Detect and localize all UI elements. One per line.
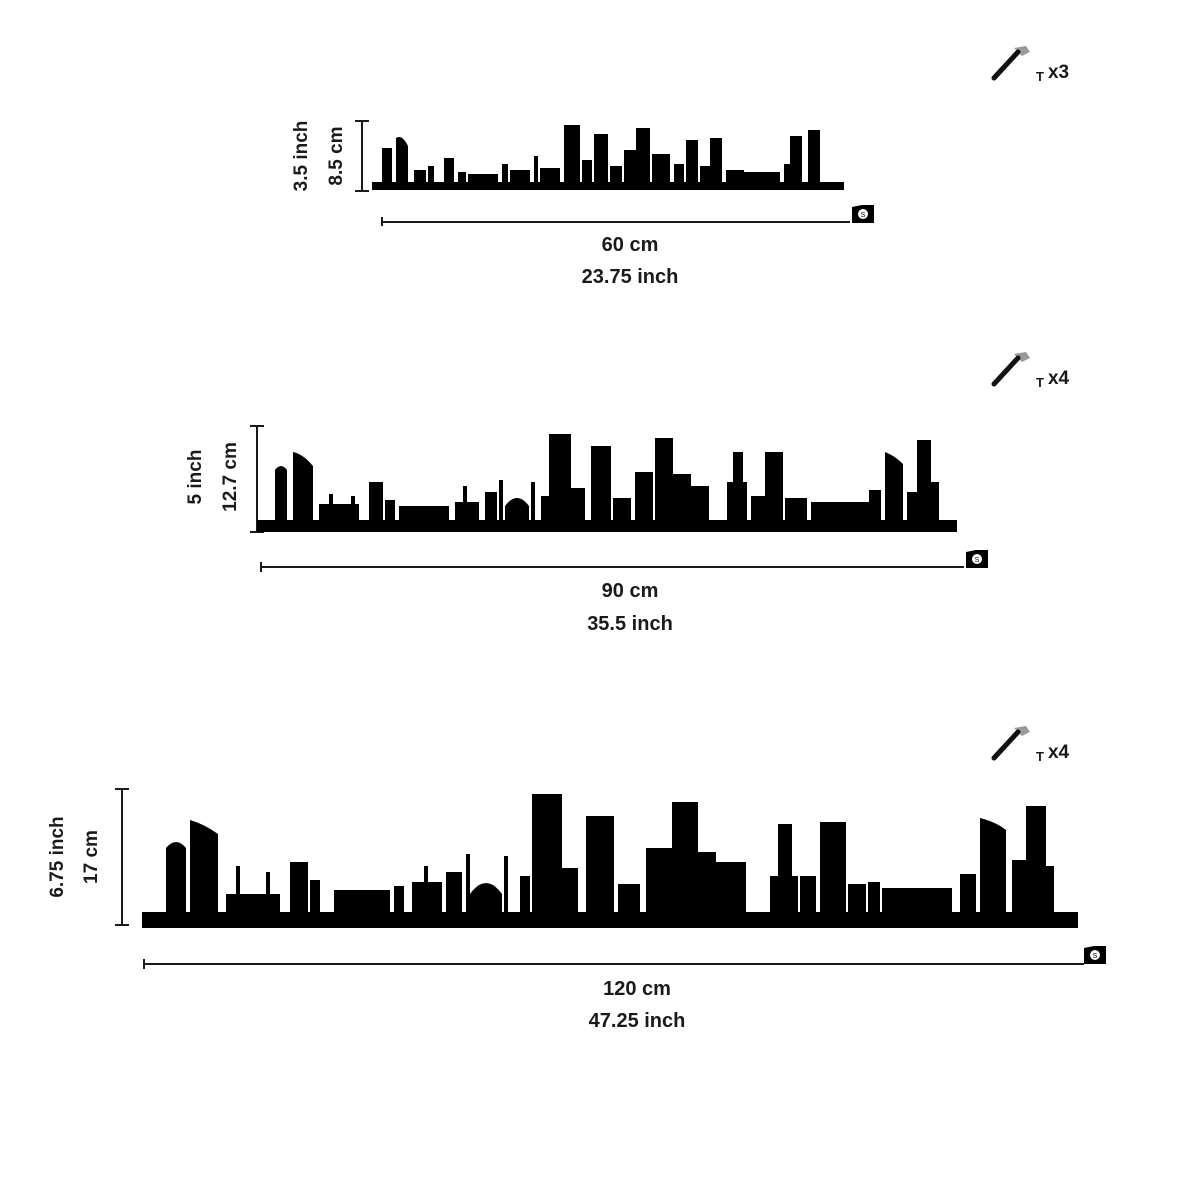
width-measure: [260, 562, 964, 572]
nail-icon: T: [1036, 69, 1044, 84]
variant-small: T x3 3.5 inch 8.5 cm: [0, 0, 1200, 320]
width-inch-label: 47.25 inch: [588, 1010, 686, 1032]
height-inch-label: 6.75 inch: [47, 816, 68, 898]
hardware-count: x3: [1047, 62, 1070, 83]
width-inch-label: 35.5 inch: [587, 613, 673, 635]
hardware-count: x4: [1047, 742, 1070, 763]
height-inch-label: 5 inch: [185, 449, 206, 505]
height-bracket: [355, 120, 369, 192]
height-cm-label: 8.5 cm: [326, 126, 347, 186]
skyline-silhouette: [257, 434, 957, 532]
skyline-silhouette: [372, 125, 844, 190]
tape-measure-icon: S: [852, 205, 874, 223]
hardware-group: T x4: [990, 722, 1069, 764]
hardware-count: x4: [1047, 368, 1070, 389]
hardware-group: T x3: [990, 42, 1069, 84]
width-measure: [381, 217, 850, 226]
nail-icon: T: [1036, 375, 1044, 390]
nail-icon: T: [1036, 749, 1044, 764]
hammer-icon: [991, 726, 1030, 761]
svg-text:S: S: [975, 557, 980, 564]
svg-text:S: S: [1093, 953, 1098, 960]
hammer-icon: [991, 352, 1030, 387]
tape-measure-icon: S: [1084, 946, 1106, 964]
width-cm-label: 120 cm: [603, 978, 671, 1000]
hammer-icon: [991, 46, 1030, 81]
variant-large: T x4 6.75 inch 17 cm: [0, 660, 1200, 1080]
height-cm-label: 17 cm: [81, 830, 102, 884]
hardware-group: T x4: [990, 348, 1069, 390]
height-cm-label: 12.7 cm: [220, 442, 241, 512]
height-bracket: [115, 788, 129, 926]
height-inch-label: 3.5 inch: [291, 120, 312, 192]
variant-medium: T x4 5 inch 12.7 cm: [0, 320, 1200, 660]
width-measure: [143, 959, 1084, 969]
tape-measure-icon: S: [966, 550, 988, 568]
svg-text:S: S: [861, 212, 866, 219]
width-cm-label: 90 cm: [601, 580, 659, 602]
width-cm-label: 60 cm: [601, 234, 659, 256]
skyline-silhouette: [142, 794, 1078, 928]
width-inch-label: 23.75 inch: [581, 266, 679, 288]
